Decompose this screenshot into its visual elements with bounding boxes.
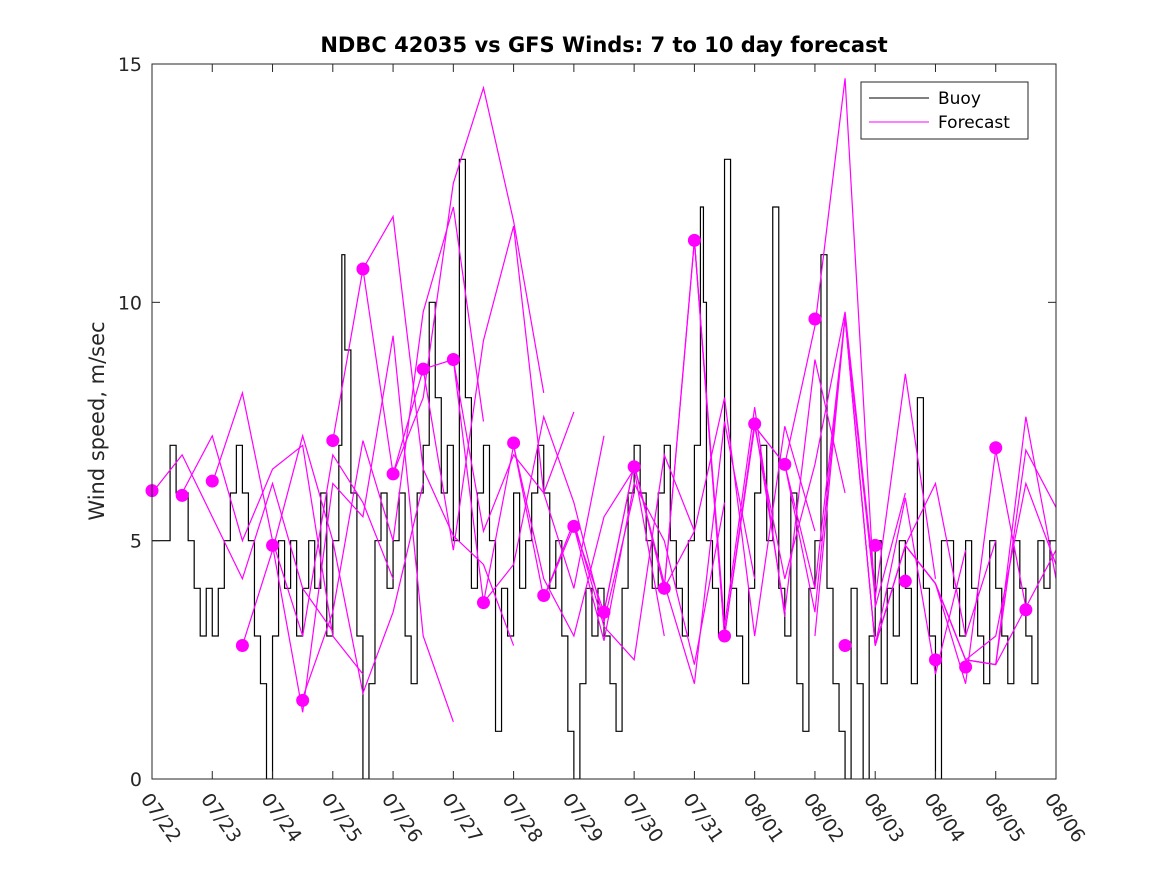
forecast-line	[302, 206, 485, 699]
forecast-marker	[808, 312, 822, 326]
y-axis-label: Wind speed, m/sec	[85, 321, 109, 520]
forecast-marker	[567, 519, 581, 533]
forecast-marker	[296, 693, 310, 707]
y-tick-label: 0	[130, 769, 142, 791]
buoy-series-layer	[152, 158, 1056, 779]
forecast-marker	[416, 362, 430, 376]
forecast-marker	[868, 538, 882, 552]
forecast-marker	[1019, 603, 1033, 617]
forecast-marker	[838, 639, 852, 653]
forecast-marker	[326, 434, 340, 448]
legend-forecast-label: Forecast	[938, 113, 1010, 133]
forecast-marker	[537, 588, 551, 602]
legend: Buoy Forecast	[860, 81, 1029, 140]
forecast-marker	[266, 538, 280, 552]
forecast-marker	[175, 488, 189, 502]
forecast-markers-layer	[145, 233, 1033, 707]
forecast-marker	[657, 581, 671, 595]
buoy-line	[152, 158, 1056, 779]
forecast-marker	[597, 605, 611, 619]
chart-title: NDBC 42035 vs GFS Winds: 7 to 10 day for…	[320, 33, 887, 57]
forecast-marker	[898, 574, 912, 588]
forecast-line	[181, 434, 364, 675]
forecast-line	[934, 481, 1056, 661]
forecast-marker	[928, 653, 942, 667]
forecast-line	[211, 390, 394, 637]
forecast-marker	[205, 474, 219, 488]
forecast-marker	[989, 441, 1003, 455]
forecast-line	[965, 549, 1056, 666]
forecast-marker	[476, 596, 490, 610]
y-axis: 0 5 10 15	[118, 54, 1056, 791]
forecast-marker	[687, 233, 701, 247]
y-tick-label: 10	[118, 292, 142, 314]
forecast-marker	[778, 457, 792, 471]
legend-buoy-label: Buoy	[938, 89, 981, 109]
forecast-marker	[718, 629, 732, 643]
forecast-marker	[386, 467, 400, 481]
legend-box	[860, 81, 1029, 140]
plot-area	[145, 63, 1057, 780]
forecast-marker	[446, 353, 460, 367]
y-tick-label: 5	[130, 531, 142, 553]
forecast-marker	[356, 262, 370, 276]
forecast-marker	[235, 639, 249, 653]
forecast-marker	[959, 660, 973, 674]
forecast-line	[271, 335, 454, 722]
forecast-line	[152, 453, 334, 632]
axes-box	[151, 63, 1057, 780]
forecast-marker	[507, 436, 521, 450]
y-tick-label: 15	[118, 54, 142, 76]
forecast-marker	[627, 460, 641, 474]
forecast-marker	[748, 417, 762, 431]
